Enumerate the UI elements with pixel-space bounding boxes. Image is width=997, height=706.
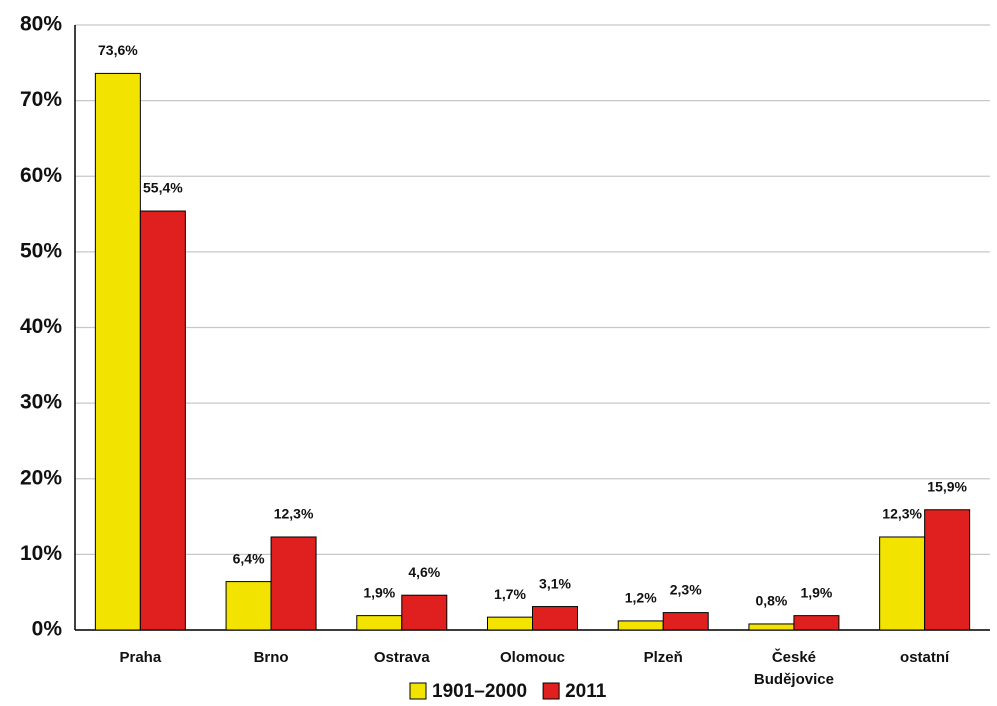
data-label: 2,3%: [670, 581, 702, 597]
y-tick-label: 20%: [20, 466, 62, 489]
x-tick-label: Ostrava: [374, 649, 431, 666]
bar: [401, 594, 448, 631]
bar: [487, 616, 533, 631]
x-tick-label: Olomouc: [500, 649, 565, 666]
legend-swatch: [409, 682, 427, 700]
y-tick-label: 50%: [20, 239, 62, 262]
data-label: 6,4%: [233, 550, 265, 566]
bar: [879, 536, 926, 631]
bar: [793, 615, 840, 631]
y-tick-label: 60%: [20, 164, 62, 187]
data-label: 1,9%: [800, 584, 832, 600]
data-label: 3,1%: [539, 575, 571, 591]
data-label: 12,3%: [882, 506, 922, 522]
bar: [94, 72, 141, 631]
data-label: 0,8%: [755, 593, 787, 609]
bar: [356, 615, 403, 631]
y-tick-label: 80%: [20, 13, 62, 36]
y-tick-label: 10%: [20, 542, 62, 565]
data-label: 1,2%: [625, 590, 657, 606]
bar: [532, 606, 578, 631]
legend-swatch: [542, 682, 560, 700]
bar: [748, 623, 795, 631]
legend-label: 1901–2000: [432, 681, 527, 702]
data-label: 55,4%: [143, 180, 183, 196]
bar: [225, 581, 272, 631]
bar: [662, 612, 709, 631]
data-label: 1,9%: [363, 584, 395, 600]
bar: [270, 536, 317, 631]
bar: [617, 620, 664, 631]
x-tick-label: Plzeň: [644, 649, 683, 666]
data-label: 4,6%: [408, 564, 440, 580]
x-tick-label: České Budějovice: [754, 648, 834, 688]
data-label: 12,3%: [274, 506, 314, 522]
x-tick-label: ostatní: [900, 649, 950, 666]
y-tick-label: 30%: [20, 391, 62, 414]
legend-label: 2011: [565, 681, 607, 702]
y-tick-label: 40%: [20, 315, 62, 338]
bar: [924, 509, 971, 631]
y-tick-label: 70%: [20, 88, 62, 111]
x-tick-label: Praha: [120, 649, 162, 666]
bar: [139, 210, 186, 631]
data-label: 15,9%: [927, 478, 967, 494]
x-tick-label: Brno: [254, 649, 289, 666]
data-label: 73,6%: [98, 42, 138, 58]
y-tick-label: 0%: [32, 618, 63, 641]
data-label: 1,7%: [494, 586, 526, 602]
